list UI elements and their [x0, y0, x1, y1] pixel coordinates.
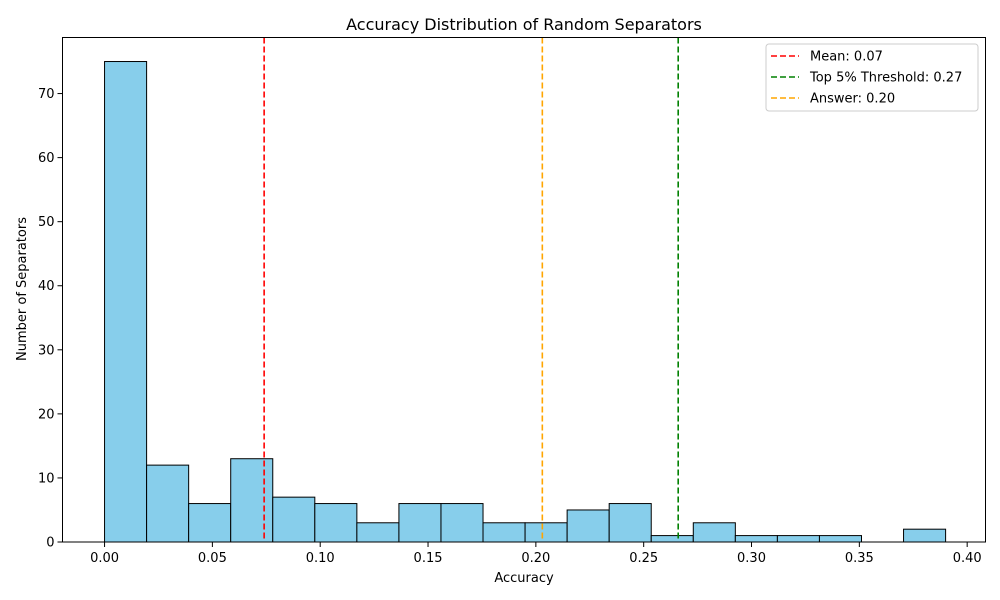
- x-tick-label: 0.25: [629, 551, 658, 566]
- histogram-bar: [650, 535, 694, 543]
- histogram-bar: [230, 458, 274, 543]
- x-tick-label: 0.20: [521, 551, 550, 566]
- histogram-bar: [524, 522, 568, 543]
- x-tick-label: 0.35: [845, 551, 874, 566]
- x-tick-label: 0.15: [414, 551, 443, 566]
- y-tick-label: 60: [38, 151, 55, 166]
- x-tick-label: 0.40: [953, 551, 982, 566]
- histogram-bar: [272, 496, 316, 543]
- x-tick-label: 0.30: [737, 551, 766, 566]
- y-tick-label: 40: [38, 279, 55, 294]
- x-tick-label: 0.05: [198, 551, 227, 566]
- y-tick-label: 20: [38, 407, 55, 422]
- x-axis-ticks: 0.00 0.05 0.10 0.15 0.20 0.25 0.30 0.35 0.40: [90, 542, 982, 566]
- histogram-bar: [146, 464, 190, 543]
- y-axis-ticks: 0 10 20 30 40 50 60 70: [38, 87, 63, 551]
- y-tick-label: 50: [38, 215, 55, 230]
- legend-items: Mean: 0.07 Top 5% Threshold: 0.27 Answer: …: [771, 50, 962, 107]
- legend-box: [765, 43, 979, 112]
- histogram-bar: [692, 522, 736, 543]
- histogram-bar: [188, 503, 232, 543]
- histogram-bar: [398, 503, 442, 543]
- chart-title: Accuracy Distribution of Random Separato…: [346, 15, 702, 34]
- histogram-bar: [818, 535, 862, 543]
- y-tick-label: 10: [38, 471, 55, 486]
- bars-layer: [104, 61, 947, 543]
- histogram-bar: [440, 503, 484, 543]
- y-axis-label: Number of Separators: [15, 217, 30, 361]
- histogram-bar: [776, 535, 820, 543]
- plot-frame: [62, 37, 986, 543]
- histogram-bar: [608, 503, 652, 543]
- y-tick-label: 70: [38, 87, 55, 102]
- legend-label: Answer: 0.20: [810, 92, 895, 107]
- histogram-bar: [903, 528, 947, 543]
- reference-lines-layer: [263, 37, 679, 542]
- legend-label: Mean: 0.07: [810, 50, 883, 65]
- histogram-bar: [734, 535, 778, 543]
- legend: Mean: 0.07 Top 5% Threshold: 0.27 Answer: …: [765, 43, 979, 112]
- y-tick-label: 0: [46, 536, 54, 551]
- histogram-bar: [314, 503, 358, 543]
- legend-label: Top 5% Threshold: 0.27: [809, 71, 962, 86]
- histogram-bar: [104, 61, 148, 543]
- x-tick-label: 0.10: [306, 551, 335, 566]
- histogram-bar: [482, 522, 526, 543]
- x-tick-label: 0.00: [90, 551, 119, 566]
- histogram-bar: [566, 509, 610, 543]
- histogram-bar: [356, 522, 400, 543]
- y-tick-label: 30: [38, 343, 55, 358]
- x-axis-label: Accuracy: [494, 571, 554, 586]
